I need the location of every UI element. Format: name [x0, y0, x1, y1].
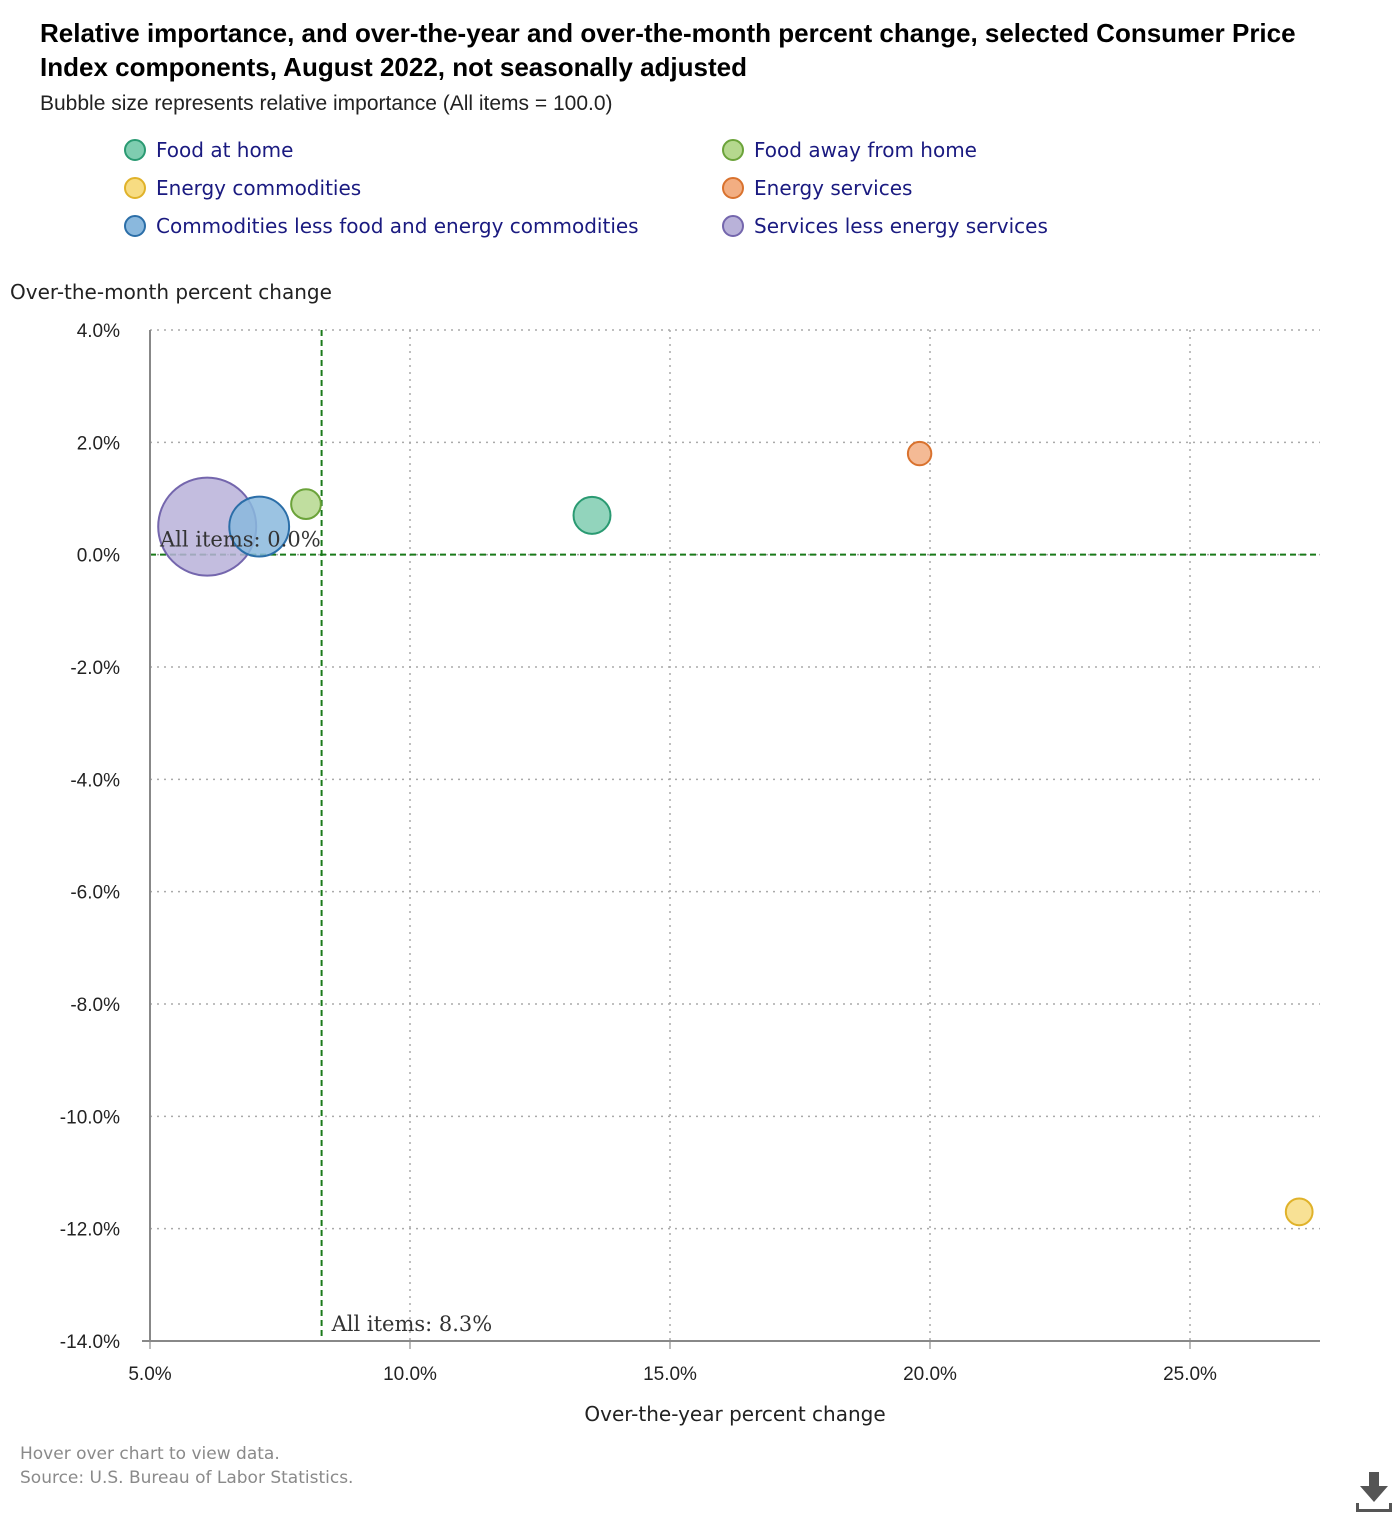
legend-item[interactable]: Services less energy services — [722, 214, 1048, 238]
bubble-1[interactable]: Food away from home — [290, 488, 322, 520]
download-button[interactable] — [1354, 1470, 1394, 1514]
all-items-year-label: All items: 8.3% — [331, 1312, 493, 1336]
y-tick-label: -14.0% — [60, 1332, 120, 1353]
legend-label: Commodities less food and energy commodi… — [156, 214, 639, 238]
y-tick-label: -2.0% — [70, 658, 120, 679]
legend-item[interactable]: Energy services — [722, 176, 912, 200]
chart-subtitle: Bubble size represents relative importan… — [40, 92, 613, 115]
x-axis-label: Over-the-year percent change — [584, 1402, 886, 1426]
legend-label: Food away from home — [754, 138, 977, 162]
y-tick-label: -10.0% — [60, 1107, 120, 1128]
y-tick-label: -12.0% — [60, 1220, 120, 1241]
legend-label: Food at home — [156, 138, 294, 162]
legend-swatch — [124, 139, 146, 161]
legend-swatch — [124, 215, 146, 237]
legend-label: Energy commodities — [156, 176, 362, 200]
chart-title: Relative importance, and over-the-year a… — [40, 18, 1296, 82]
legend-label: Services less energy services — [754, 214, 1048, 238]
x-tick-label: 15.0% — [643, 1364, 697, 1385]
hover-hint: Hover over chart to view data. — [20, 1444, 280, 1464]
x-tick-label: 5.0% — [128, 1364, 171, 1385]
legend-item[interactable]: Food away from home — [722, 138, 977, 162]
legend-swatch — [124, 177, 146, 199]
y-tick-label: 4.0% — [77, 321, 120, 342]
download-icon — [1356, 1472, 1392, 1512]
bubble-4[interactable]: Commodities less food and energy commodi… — [228, 495, 291, 558]
reference-lines — [150, 330, 1320, 1341]
y-tick-label: 2.0% — [77, 433, 120, 454]
legend-item[interactable]: Food at home — [124, 138, 293, 162]
legend-swatch — [722, 215, 744, 237]
legend-swatch — [722, 177, 744, 199]
bubble-0[interactable]: Food at home — [572, 495, 612, 535]
bubble-2[interactable]: Energy commodities — [1284, 1197, 1314, 1227]
y-axis-label: Over-the-month percent change — [10, 280, 332, 304]
y-tick-label: 0.0% — [77, 546, 120, 567]
legend-swatch — [722, 139, 744, 161]
legend-item[interactable]: Commodities less food and energy commodi… — [124, 214, 639, 238]
chart-footer: Hover over chart to view data. Source: U… — [20, 1442, 353, 1490]
legend-label: Energy services — [754, 176, 913, 200]
bubbles: Services less energy servicesCommodities… — [157, 440, 1314, 1227]
bubble-chart[interactable]: 4.0% 2.0% 0.0% -2.0% -4.0% -6.0% -8.0% -10.0% -1… — [0, 0, 1400, 1400]
x-tick-label: 20.0% — [903, 1364, 957, 1385]
reference-labels: All items: 8.3% All items: 0.0% — [159, 528, 492, 1336]
legend-item[interactable]: Energy commodities — [124, 176, 361, 200]
y-tick-label: -4.0% — [70, 770, 120, 791]
x-tick-label: 10.0% — [383, 1364, 437, 1385]
y-tick-label: -6.0% — [70, 883, 120, 904]
all-items-month-label: All items: 0.0% — [159, 528, 321, 552]
bubble-3[interactable]: Energy services — [906, 440, 933, 467]
y-tick-label: -8.0% — [70, 995, 120, 1016]
axes: 4.0% 2.0% 0.0% -2.0% -4.0% -6.0% -8.0% -10.0% -1… — [60, 321, 1320, 1385]
x-tick-label: 25.0% — [1163, 1364, 1217, 1385]
source-note: Source: U.S. Bureau of Labor Statistics. — [20, 1468, 354, 1488]
grid-lines — [149, 329, 1320, 1342]
